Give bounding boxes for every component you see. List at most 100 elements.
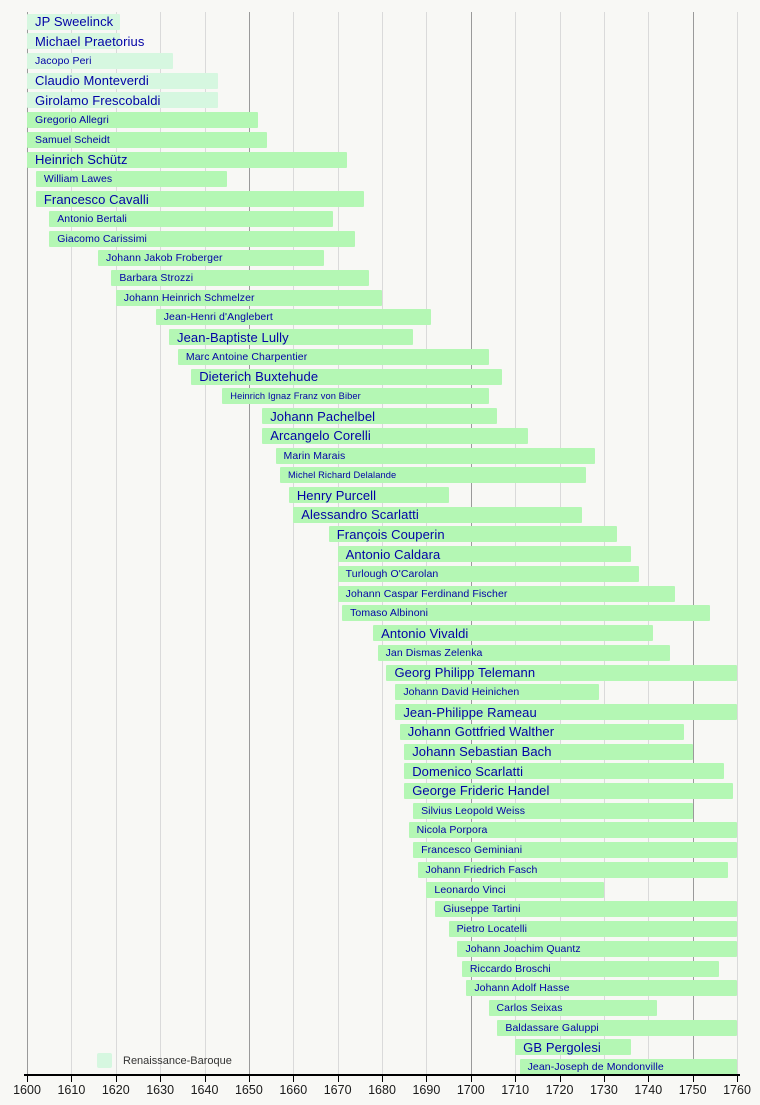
axis-tick-label-1720: 1720 <box>545 1083 574 1097</box>
gridline-1730 <box>603 12 605 1075</box>
composer-bar: Tomaso Albinoni <box>342 605 711 622</box>
composer-label[interactable]: Girolamo Frescobaldi <box>35 92 161 108</box>
composer-label[interactable]: Antonio Vivaldi <box>381 625 469 641</box>
composer-label[interactable]: Jacopo Peri <box>35 54 92 67</box>
composer-bar: Dieterich Buxtehude <box>191 368 502 385</box>
composer-bar: Marin Marais <box>275 447 595 464</box>
composer-bar: Johann Caspar Ferdinand Fischer <box>337 585 675 602</box>
axis-tick-1730 <box>603 1076 605 1082</box>
gridline-1630 <box>160 12 162 1075</box>
composer-label[interactable]: Alessandro Scarlatti <box>301 507 419 523</box>
axis-tick-1680 <box>382 1076 383 1082</box>
composer-label[interactable]: Jean-Henri d'Anglebert <box>163 311 273 324</box>
composer-label[interactable]: Jan Dismas Zelenka <box>385 646 483 659</box>
composer-bar: George Frideric Handel <box>404 782 733 799</box>
composer-label[interactable]: François Couperin <box>336 526 445 542</box>
gridline-1690 <box>426 12 428 1075</box>
composer-label[interactable]: Giacomo Carissimi <box>57 232 147 245</box>
composer-bar: Giuseppe Tartini <box>435 901 737 918</box>
composer-label[interactable]: Heinrich Schütz <box>35 152 128 168</box>
composer-label[interactable]: Jean-Joseph de Mondonville <box>527 1061 664 1074</box>
composer-label[interactable]: Johann Jakob Froberger <box>106 252 223 265</box>
composer-label[interactable]: Dieterich Buxtehude <box>199 369 319 385</box>
composer-label[interactable]: Pietro Locatelli <box>456 923 528 936</box>
composer-label[interactable]: Heinrich Ignaz Franz von Biber <box>230 391 361 402</box>
composer-label[interactable]: Michel Richard Delalande <box>287 470 397 481</box>
composer-bar: Riccardo Broschi <box>461 960 720 977</box>
axis-tick-1640 <box>204 1076 206 1082</box>
composer-bar: François Couperin <box>328 526 618 543</box>
axis-tick-1750 <box>692 1076 694 1082</box>
composer-label[interactable]: Arcangelo Corelli <box>270 428 371 444</box>
composer-bar: Jean-Joseph de Mondonville <box>519 1059 737 1076</box>
axis-tick-label-1680: 1680 <box>368 1083 396 1097</box>
composer-bar: Gregorio Allegri <box>27 112 258 129</box>
composer-bar: Alessandro Scarlatti <box>293 506 582 523</box>
axis-tick-1700 <box>470 1076 472 1082</box>
composer-label[interactable]: Henry Purcell <box>296 487 377 503</box>
composer-label[interactable]: Antonio Caldara <box>345 546 441 562</box>
gridline-1680 <box>382 12 383 1075</box>
composer-bar: Arcangelo Corelli <box>262 427 529 444</box>
gridline-1640 <box>204 12 206 1075</box>
composer-label[interactable]: Marc Antoine Charpentier <box>185 350 308 363</box>
composer-bar: Francesco Geminiani <box>413 842 737 859</box>
composer-label[interactable]: Turlough O'Carolan <box>345 567 439 580</box>
composer-label[interactable]: Antonio Bertali <box>57 212 127 225</box>
composer-bar: Domenico Scarlatti <box>404 763 724 780</box>
composer-bar: Antonio Vivaldi <box>373 625 653 642</box>
composer-label[interactable]: Francesco Cavalli <box>43 191 149 207</box>
composer-label[interactable]: Baldassare Galuppi <box>505 1021 599 1034</box>
composer-label[interactable]: Leonardo Vinci <box>434 883 506 896</box>
axis-tick-1620 <box>115 1076 117 1082</box>
composer-label[interactable]: Jean-Baptiste Lully <box>177 329 289 345</box>
composer-label[interactable]: Johann Friedrich Fasch <box>425 863 538 876</box>
composer-label[interactable]: Johann Gottfried Walther <box>407 724 555 740</box>
composer-label[interactable]: Francesco Geminiani <box>421 844 523 857</box>
composer-label[interactable]: Riccardo Broschi <box>469 962 551 975</box>
axis-tick-label-1750: 1750 <box>678 1083 707 1097</box>
composer-label[interactable]: Claudio Monteverdi <box>35 73 149 89</box>
axis-tick-1660 <box>293 1076 295 1082</box>
composer-label[interactable]: Johann David Heinichen <box>403 686 520 699</box>
composer-bar: Johann Pachelbel <box>262 408 498 425</box>
composer-label[interactable]: Georg Philipp Telemann <box>394 665 536 681</box>
composer-label[interactable]: JP Sweelinck <box>35 14 114 29</box>
composer-label[interactable]: Nicola Porpora <box>416 824 488 837</box>
composer-label[interactable]: Carlos Seixas <box>496 1002 563 1014</box>
composer-bar: Giacomo Carissimi <box>49 230 356 247</box>
composer-label[interactable]: Johann Joachim Quantz <box>465 942 581 955</box>
composer-label[interactable]: Gregorio Allegri <box>35 114 109 127</box>
composer-bar: Carlos Seixas <box>488 1000 658 1016</box>
axis-tick-label-1740: 1740 <box>634 1083 663 1097</box>
composer-label[interactable]: William Lawes <box>43 173 113 186</box>
composer-bar: Leonardo Vinci <box>426 881 604 898</box>
composer-bar: Barbara Strozzi <box>111 269 369 286</box>
axis-tick-label-1610: 1610 <box>57 1083 86 1097</box>
composer-label[interactable]: Barbara Strozzi <box>119 271 194 284</box>
composer-bar: William Lawes <box>35 171 227 188</box>
composer-label[interactable]: Johann Adolf Hasse <box>474 982 570 995</box>
composer-label[interactable]: Johann Caspar Ferdinand Fischer <box>345 587 508 600</box>
composer-label[interactable]: Tomaso Albinoni <box>350 607 429 620</box>
legend-label: Renaissance-Baroque <box>123 1054 232 1067</box>
axis-tick-1760 <box>737 1076 738 1082</box>
gridline-1610 <box>71 12 73 1075</box>
composer-label[interactable]: Domenico Scarlatti <box>412 763 524 779</box>
axis-tick-1690 <box>426 1076 428 1082</box>
composer-label[interactable]: Giuseppe Tartini <box>443 903 521 916</box>
legend: Renaissance-Baroque <box>97 1053 232 1068</box>
composer-label[interactable]: Michael Praetorius <box>35 33 145 49</box>
composer-bar: Johann David Heinichen <box>395 684 600 701</box>
gridline-1700 <box>470 12 472 1075</box>
composer-label[interactable]: Samuel Scheidt <box>35 133 110 146</box>
composer-label[interactable]: Johann Pachelbel <box>270 408 376 424</box>
composer-label[interactable]: Jean-Philippe Rameau <box>403 704 537 720</box>
composer-label[interactable]: Marin Marais <box>283 449 346 462</box>
composer-label[interactable]: Johann Heinrich Schmelzer <box>123 291 255 304</box>
composer-label[interactable]: Silvius Leopold Weiss <box>421 804 526 817</box>
composer-label[interactable]: Johann Sebastian Bach <box>412 744 552 759</box>
composer-label[interactable]: GB Pergolesi <box>523 1039 601 1055</box>
composer-bar: Claudio Monteverdi <box>27 72 218 89</box>
composer-label[interactable]: George Frideric Handel <box>412 783 550 799</box>
